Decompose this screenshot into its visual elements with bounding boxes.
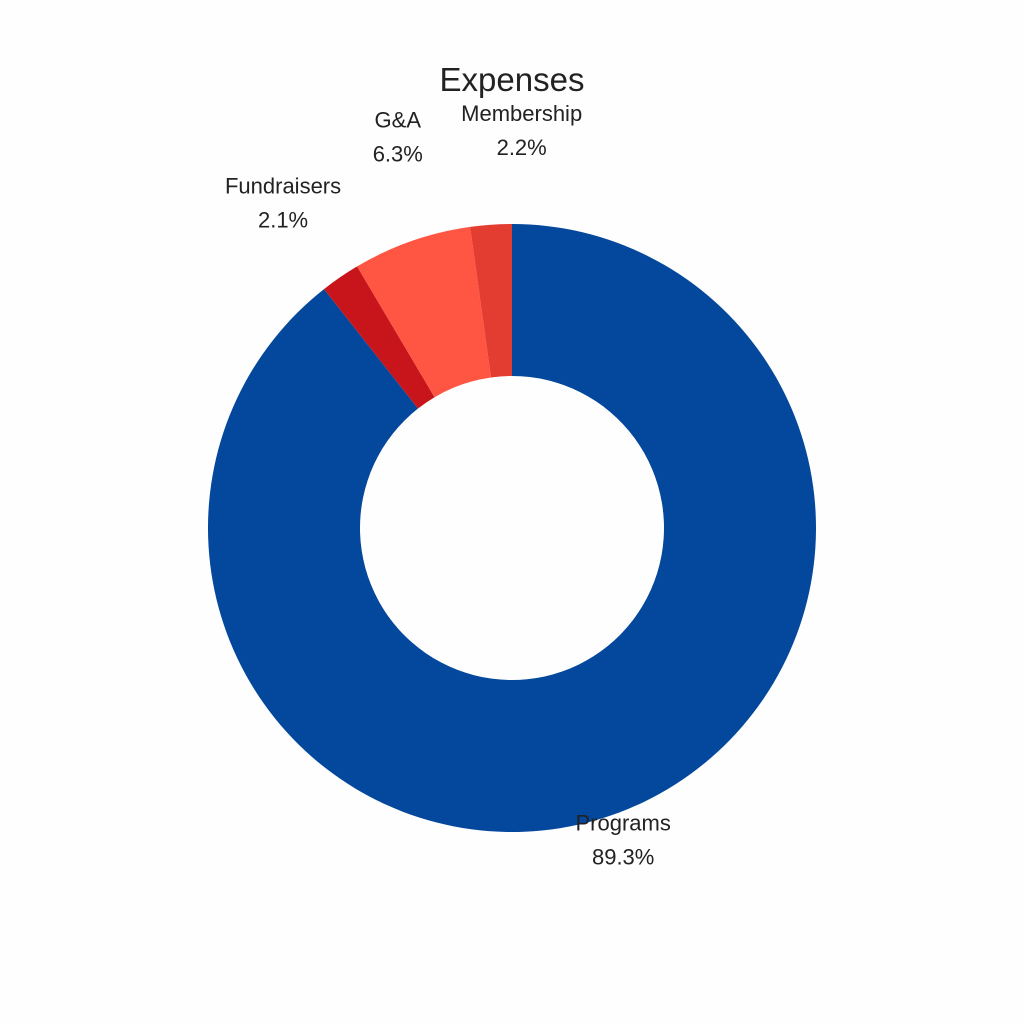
slice-fundraisers <box>324 266 435 409</box>
slice-percent-membership: 2.2% <box>497 135 547 160</box>
slice-name-programs: Programs <box>575 811 670 836</box>
slice-label-g-a: G&A 6.3% <box>373 108 423 167</box>
slice-percent-fundraisers: 2.1% <box>258 208 308 233</box>
slice-name-fundraisers: Fundraisers <box>225 174 341 199</box>
donut-slices <box>207 224 816 833</box>
slice-label-fundraisers: Fundraisers 2.1% <box>225 174 341 233</box>
slice-labels: Programs 89.3% Fundraisers 2.1% G&A 6.3% Membe… <box>225 101 671 870</box>
slice-programs <box>207 224 816 833</box>
slice-name-membership: Membership <box>461 101 582 126</box>
chart-title: Expenses <box>440 61 585 98</box>
slice-label-membership: Membership 2.2% <box>461 101 582 160</box>
slice-label-programs: Programs 89.3% <box>575 811 670 870</box>
slice-name-g-a: G&A <box>375 108 422 133</box>
slice-percent-g-a: 6.3% <box>373 142 423 167</box>
slice-percent-programs: 89.3% <box>592 845 654 870</box>
slice-membership <box>470 224 512 378</box>
slice-g-a <box>357 226 492 398</box>
